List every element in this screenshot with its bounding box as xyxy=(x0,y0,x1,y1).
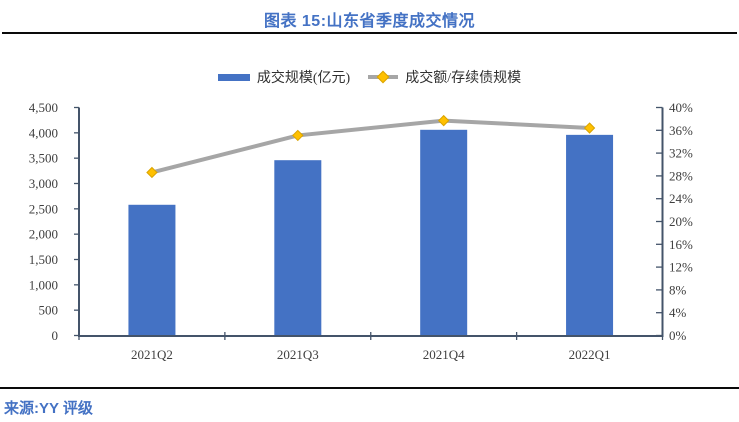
x-axis-category-label: 2021Q4 xyxy=(423,347,465,362)
right-axis-tick-label: 16% xyxy=(669,237,693,252)
bar-2021Q4 xyxy=(420,129,468,335)
diamond-marker-2021Q3 xyxy=(292,129,304,142)
left-axis-tick-label: 4,500 xyxy=(29,100,58,115)
bar-2021Q3 xyxy=(274,160,322,335)
bottom-divider xyxy=(0,387,739,389)
right-axis-tick-label: 8% xyxy=(669,282,687,297)
chart-title: 图表 15:山东省季度成交情况 xyxy=(263,13,476,30)
left-axis-tick-label: 1,500 xyxy=(29,252,58,267)
bar-2021Q2 xyxy=(128,204,176,335)
source-note: 来源:YY 评级 xyxy=(4,400,93,417)
x-axis-category-label: 2021Q2 xyxy=(131,347,173,362)
left-axis-tick-label: 2,500 xyxy=(29,201,58,216)
legend-label-bar-series: 成交规模(亿元) xyxy=(256,71,351,86)
diamond-marker-2021Q4 xyxy=(437,114,450,127)
top-divider xyxy=(2,32,737,34)
right-axis-tick-label: 4% xyxy=(669,305,687,320)
left-axis-tick-label: 1,000 xyxy=(29,277,58,292)
right-axis-tick-label: 40% xyxy=(669,100,693,115)
left-axis-tick-label: 0 xyxy=(52,328,59,343)
x-axis-category-label: 2022Q1 xyxy=(569,347,611,362)
legend-item-bar-series: 成交规模(亿元) xyxy=(217,67,351,87)
ratio-line xyxy=(149,118,592,175)
right-axis-tick-label: 12% xyxy=(669,260,693,275)
right-axis-tick-label: 0% xyxy=(669,328,687,343)
line-swatch-icon xyxy=(368,70,399,84)
left-axis-tick-label: 500 xyxy=(39,303,59,318)
right-axis-tick-label: 28% xyxy=(669,168,693,183)
legend-label-line-series: 成交额/存续债规模 xyxy=(405,71,522,86)
left-axis-tick-label: 3,500 xyxy=(29,151,58,166)
left-axis-tick-label: 3,000 xyxy=(29,176,58,191)
bar-2022Q1 xyxy=(566,134,614,335)
x-axis-category-label: 2021Q3 xyxy=(277,347,319,362)
right-axis-tick-label: 32% xyxy=(669,146,693,161)
right-axis-tick-label: 20% xyxy=(669,214,693,229)
diamond-marker-2021Q2 xyxy=(146,166,158,179)
diamond-marker-2022Q1 xyxy=(583,122,596,134)
left-axis-tick-label: 2,000 xyxy=(29,227,58,242)
legend-item-line-series: 成交额/存续债规模 xyxy=(368,67,521,87)
right-axis-tick-label: 36% xyxy=(669,123,693,138)
bar-swatch-icon xyxy=(217,73,250,81)
right-axis-tick-label: 24% xyxy=(669,191,693,206)
left-axis-tick-label: 4,000 xyxy=(29,125,58,140)
legend: 成交规模(亿元) 成交额/存续债规模 xyxy=(0,67,739,87)
